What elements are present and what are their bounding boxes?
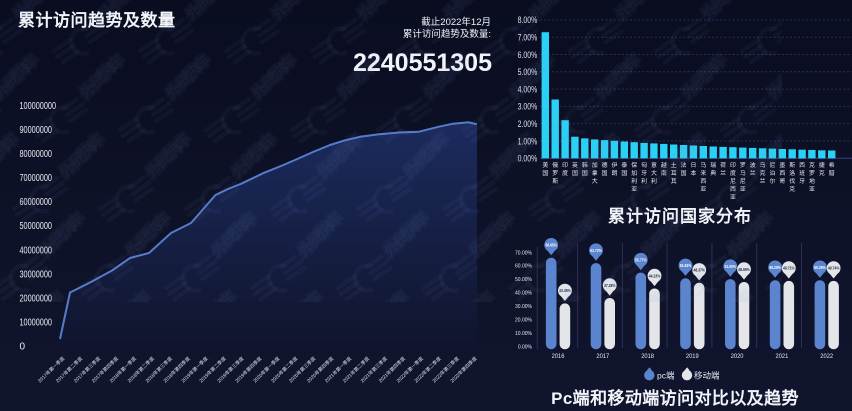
svg-text:2021: 2021 [776, 353, 789, 360]
svg-text:48.37%: 48.37% [693, 268, 705, 273]
svg-text:2022: 2022 [820, 353, 833, 360]
svg-text:外贸快车: 外贸快车 [37, 210, 86, 259]
svg-text:8.00%: 8.00% [518, 15, 538, 26]
svg-text:外贸快车: 外贸快车 [355, 0, 404, 22]
svg-text:0.00%: 0.00% [518, 344, 533, 350]
svg-text:外贸快车: 外贸快车 [699, 0, 748, 22]
svg-text:66.65%: 66.65% [545, 243, 557, 248]
svg-text:55.77%: 55.77% [635, 257, 647, 262]
svg-text:30.00%: 30.00% [515, 304, 533, 310]
svg-text:49.71%: 49.71% [783, 266, 795, 271]
svg-text:2016: 2016 [552, 353, 565, 360]
svg-text:外贸快车: 外贸快车 [163, 52, 212, 101]
svg-text:80000000: 80000000 [20, 149, 53, 160]
svg-text:外贸快车: 外贸快车 [209, 210, 258, 259]
svg-text:外贸快车: 外贸快车 [487, 131, 536, 180]
svg-text:外贸快车: 外贸快车 [57, 131, 106, 180]
svg-text:10.00%: 10.00% [515, 331, 533, 337]
svg-text:外贸快车: 外贸快车 [507, 52, 556, 101]
svg-text:外贸快车: 外贸快车 [765, 52, 782, 101]
svg-text:62.72%: 62.72% [590, 248, 602, 253]
svg-text:2017: 2017 [596, 353, 609, 360]
svg-text:60000000: 60000000 [20, 197, 53, 208]
svg-text:51.63%: 51.63% [680, 263, 692, 268]
svg-text:外贸快车: 外贸快车 [269, 0, 318, 22]
svg-text:外贸快车: 外贸快车 [123, 210, 172, 259]
svg-text:2019: 2019 [686, 353, 699, 360]
svg-text:外贸快车: 外贸快车 [77, 52, 126, 101]
svg-text:移动端: 移动端 [694, 370, 720, 380]
svg-text:外贸快车: 外贸快车 [527, 0, 576, 22]
svg-text:外贸快车: 外贸快车 [441, 0, 490, 22]
svg-text:外贸快车: 外贸快车 [315, 131, 364, 180]
svg-text:外贸快车: 外贸快车 [679, 52, 728, 101]
svg-text:外贸快车: 外贸快车 [401, 131, 450, 180]
svg-text:外贸快车: 外贸快车 [573, 131, 622, 180]
svg-text:pc端: pc端 [657, 370, 675, 380]
svg-text:4.00%: 4.00% [518, 84, 538, 95]
svg-text:外贸快车: 外贸快车 [97, 0, 146, 22]
svg-text:外贸快车: 外贸快车 [381, 210, 430, 259]
svg-text:90000000: 90000000 [20, 125, 53, 136]
svg-text:外贸快车: 外贸快车 [295, 210, 344, 259]
svg-text:0: 0 [20, 342, 26, 353]
svg-text:外贸快车: 外贸快车 [229, 131, 278, 180]
svg-text:外贸快车: 外贸快车 [335, 52, 384, 101]
svg-text:外贸快车: 外贸快车 [183, 0, 232, 22]
svg-text:50.00%: 50.00% [515, 277, 533, 283]
svg-text:0.00%: 0.00% [518, 154, 538, 165]
svg-text:2020: 2020 [731, 353, 744, 360]
svg-text:外贸快车: 外贸快车 [553, 210, 602, 259]
svg-text:外贸快车: 外贸快车 [0, 131, 20, 180]
svg-text:33.35%: 33.35% [559, 288, 571, 293]
svg-text:48.95%: 48.95% [738, 267, 750, 272]
svg-text:外贸快车: 外贸快车 [593, 52, 642, 101]
svg-text:40.00%: 40.00% [515, 291, 533, 297]
svg-text:60.00%: 60.00% [515, 264, 533, 270]
svg-text:100000000: 100000000 [20, 101, 57, 112]
svg-text:50.26%: 50.26% [814, 265, 826, 270]
svg-text:外贸快车: 外贸快车 [143, 131, 192, 180]
svg-text:37.28%: 37.28% [604, 283, 616, 288]
svg-text:外贸快车: 外贸快车 [745, 131, 782, 180]
svg-text:20000000: 20000000 [20, 293, 53, 304]
svg-text:70000000: 70000000 [20, 173, 53, 184]
svg-text:3.00%: 3.00% [518, 102, 538, 113]
svg-text:20.00%: 20.00% [515, 318, 533, 324]
svg-text:50000000: 50000000 [20, 221, 53, 232]
svg-text:49.74%: 49.74% [828, 266, 840, 271]
svg-text:外贸快车: 外贸快车 [421, 52, 470, 101]
svg-text:1.00%: 1.00% [518, 136, 538, 147]
svg-text:5.00%: 5.00% [518, 67, 538, 78]
svg-text:10000000: 10000000 [20, 317, 53, 328]
svg-text:外贸快车: 外贸快车 [249, 52, 298, 101]
svg-text:70.00%: 70.00% [515, 250, 533, 256]
svg-text:外贸快车: 外贸快车 [659, 131, 708, 180]
svg-text:外贸快车: 外贸快车 [613, 0, 662, 22]
svg-text:外贸快车: 外贸快车 [0, 52, 40, 101]
svg-text:外贸快车: 外贸快车 [11, 0, 60, 22]
svg-text:50.29%: 50.29% [769, 265, 781, 270]
svg-text:7.00%: 7.00% [518, 33, 538, 44]
svg-text:外贸快车: 外贸快车 [639, 210, 688, 259]
svg-text:30000000: 30000000 [20, 269, 53, 280]
svg-text:40000000: 40000000 [20, 245, 53, 256]
svg-text:51.05%: 51.05% [725, 264, 737, 269]
svg-text:2018: 2018 [641, 353, 654, 360]
svg-text:外贸快车: 外贸快车 [725, 210, 774, 259]
svg-text:6.00%: 6.00% [518, 50, 538, 61]
svg-text:2.00%: 2.00% [518, 119, 538, 130]
svg-text:44.23%: 44.23% [649, 273, 661, 278]
svg-text:外贸快车: 外贸快车 [467, 210, 516, 259]
